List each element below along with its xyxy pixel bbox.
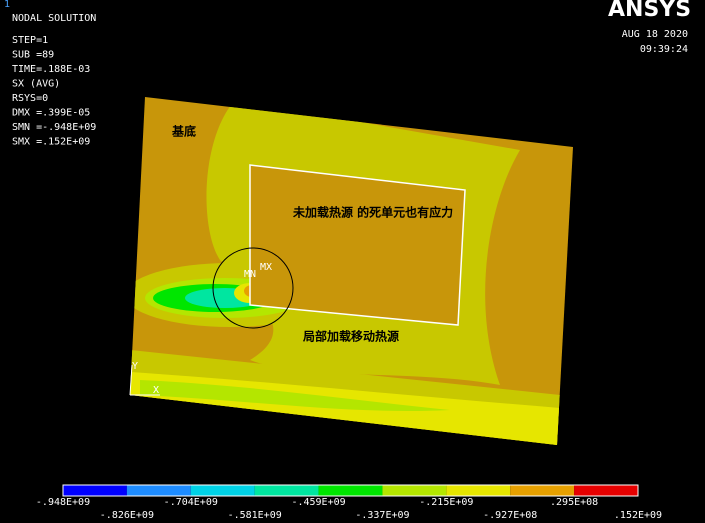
legend-swatch <box>190 485 255 496</box>
annotation: 未加载热源 的死单元也有应力 <box>292 205 453 220</box>
legend-label: .152E+09 <box>614 510 662 521</box>
legend-swatch <box>510 485 575 496</box>
x-axis-label: X <box>153 385 159 396</box>
legend-label: -.337E+09 <box>355 510 409 521</box>
time: 09:39:24 <box>640 44 688 55</box>
legend-frame <box>62 484 639 497</box>
header-line: SX (AVG) <box>12 79 60 90</box>
legend-label: -.826E+09 <box>100 510 154 521</box>
legend-label: -.704E+09 <box>164 497 218 508</box>
legend-label: -.927E+08 <box>483 510 537 521</box>
legend-swatch <box>574 485 638 496</box>
legend: -.948E+09 -.826E+09 -.704E+09 -.581E+09 -.45… <box>36 484 662 521</box>
legend-label: -.581E+09 <box>228 510 282 521</box>
annotation: 基底 <box>171 124 196 139</box>
header-line: SMN =-.948E+09 <box>12 122 96 133</box>
header-line: STEP=1 <box>12 35 48 46</box>
logo: ANSYS <box>608 0 691 22</box>
dead-element-region <box>249 164 466 326</box>
legend-swatch <box>446 485 511 496</box>
contour-band <box>140 380 450 412</box>
axis-line <box>129 364 133 396</box>
legend-swatch <box>254 485 319 496</box>
annotation: 局部加载移动热源 <box>303 329 399 344</box>
header-line: DMX =.399E-05 <box>12 108 90 119</box>
contour-plot <box>129 97 573 445</box>
date: AUG 18 2020 <box>622 29 688 40</box>
legend-swatch <box>318 485 383 496</box>
legend-label: -.948E+09 <box>36 497 90 508</box>
min-marker: MN <box>244 269 256 280</box>
legend-label: -.215E+09 <box>419 497 473 508</box>
header-lines: STEP=1 SUB =89 TIME=.188E-03 SX (AVG) RSYS=0… <box>12 35 96 148</box>
header-line: RSYS=0 <box>12 93 48 104</box>
max-marker: MX <box>260 262 272 273</box>
legend-swatch <box>126 485 191 496</box>
legend-swatch <box>382 485 447 496</box>
legend-label: .295E+08 <box>550 497 598 508</box>
legend-swatch <box>63 485 127 496</box>
header-line: TIME=.188E-03 <box>12 64 90 75</box>
header-line: SMX =.152E+09 <box>12 137 90 148</box>
y-axis-label: Y <box>132 361 138 372</box>
plot-title: NODAL SOLUTION <box>12 13 96 24</box>
zoom-circle <box>212 247 294 329</box>
window-number: 1 <box>4 0 10 10</box>
header-line: SUB =89 <box>12 50 54 61</box>
legend-label: -.459E+09 <box>291 497 345 508</box>
